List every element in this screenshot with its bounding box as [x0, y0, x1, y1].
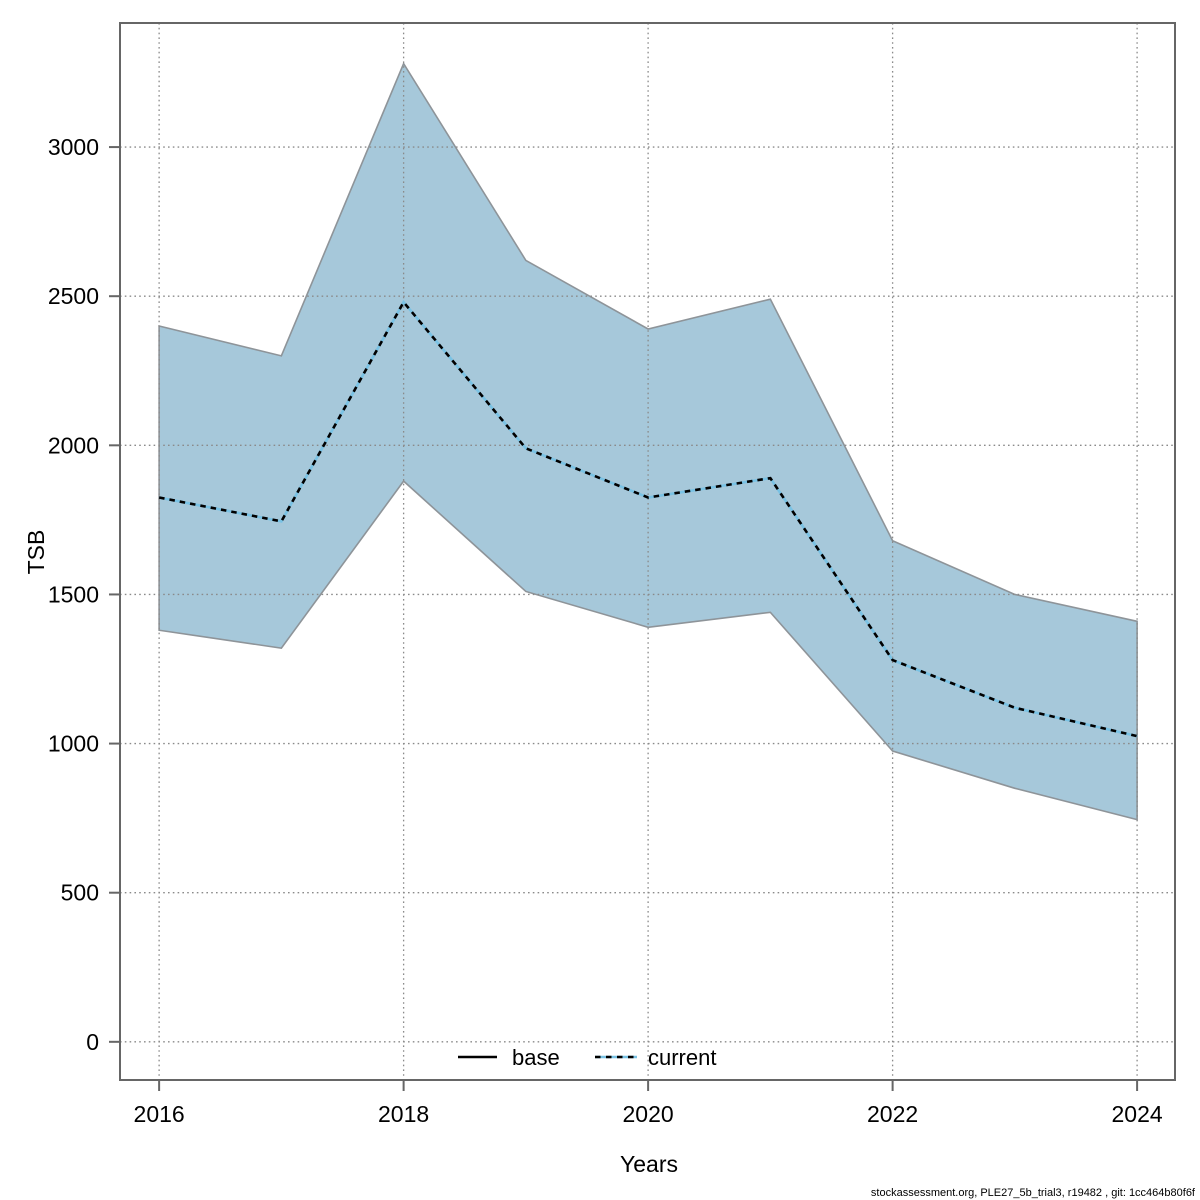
- y-tick-label: 2500: [48, 283, 99, 309]
- legend-base-label: base: [512, 1045, 560, 1070]
- footer-attribution: stockassessment.org, PLE27_5b_trial3, r1…: [871, 1187, 1196, 1199]
- y-tick-label: 0: [86, 1029, 99, 1055]
- x-tick-label: 2016: [134, 1101, 185, 1127]
- x-tick-label: 2018: [378, 1101, 429, 1127]
- gridline-layer: [120, 23, 1175, 1080]
- y-tick-label: 1000: [48, 731, 99, 757]
- y-tick-label: 500: [61, 880, 99, 906]
- x-tick-label: 2022: [867, 1101, 918, 1127]
- x-tick-label: 2020: [623, 1101, 674, 1127]
- axis-tick-label-layer: 0 500 1000 1500 2000 2500 3000 2016 2018 2020 2022…: [48, 134, 1163, 1127]
- y-tick-label: 3000: [48, 134, 99, 160]
- x-axis-title: Years: [620, 1151, 678, 1177]
- series-layer: [158, 299, 1138, 738]
- y-axis-title: TSB: [23, 530, 49, 575]
- legend-current-label: current: [648, 1045, 716, 1070]
- y-tick-label: 2000: [48, 432, 99, 458]
- x-tick-label: 2024: [1112, 1101, 1163, 1127]
- axis-tick-layer: [109, 146, 1139, 1091]
- legend: base current: [458, 1045, 716, 1070]
- y-tick-label: 1500: [48, 581, 99, 607]
- current-line: [158, 299, 1138, 738]
